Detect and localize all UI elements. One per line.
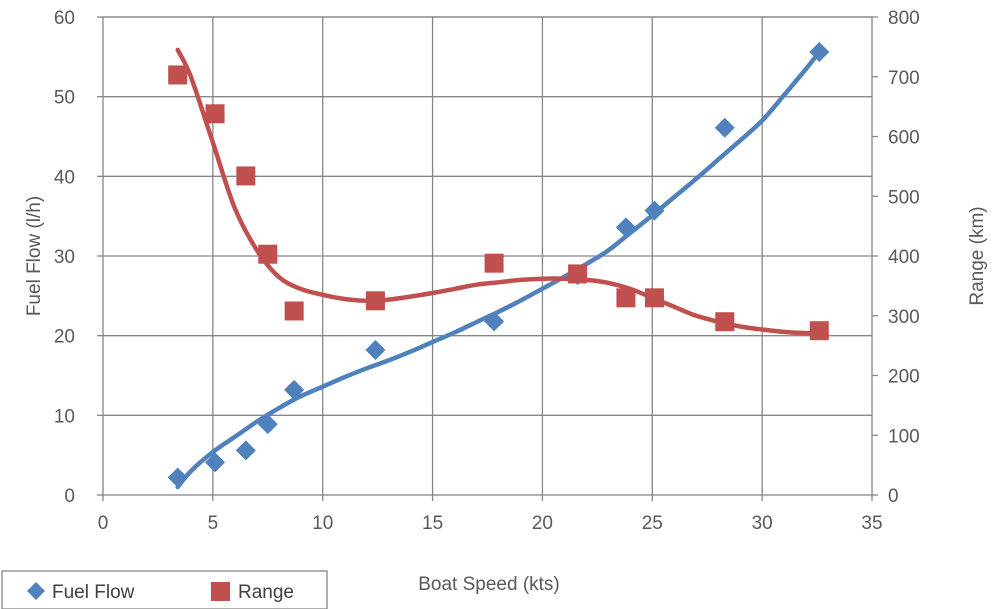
point-fuel-flow: [644, 200, 665, 221]
y-tick-label: 40: [54, 167, 75, 188]
y2-tick-label: 400: [888, 247, 920, 268]
data-markers: [167, 42, 830, 488]
point-fuel-flow: [615, 217, 636, 238]
y2-tick-label: 600: [888, 128, 920, 149]
legend-diamond-icon: [27, 582, 45, 600]
y2-tick-label: 300: [888, 307, 920, 328]
point-fuel-flow: [809, 42, 830, 63]
point-range: [715, 312, 735, 332]
trendline-fuel-flow: [175, 49, 822, 490]
x-tick-label: 30: [752, 513, 773, 534]
x-tick-label: 10: [312, 513, 333, 534]
point-range: [644, 288, 664, 308]
point-range: [236, 166, 256, 186]
y-tick-label: 20: [54, 327, 75, 348]
y2-tick-label: 200: [888, 367, 920, 388]
point-fuel-flow: [167, 467, 188, 488]
point-fuel-flow: [365, 340, 386, 361]
y2-tick-label: 800: [888, 8, 920, 29]
y-tick-label: 60: [54, 8, 75, 29]
y-tick-label: 50: [54, 88, 75, 109]
y2-axis-title: Range (km): [967, 206, 988, 305]
plot-frame: [102, 16, 873, 496]
y2-tick-label: 700: [888, 68, 920, 89]
point-fuel-flow: [284, 379, 305, 400]
point-fuel-flow: [205, 452, 226, 473]
x-tick-label: 5: [208, 513, 219, 534]
y2-tick-label: 500: [888, 187, 920, 208]
y2-tick-label: 100: [888, 426, 920, 447]
legend-item-range: Range: [211, 582, 294, 603]
legend: Fuel Flow Range: [1, 570, 328, 609]
y-axis-title: Fuel Flow (l/h): [24, 196, 45, 316]
point-range: [568, 264, 588, 284]
point-range: [168, 65, 188, 85]
point-range: [616, 288, 636, 308]
x-tick-label: 0: [98, 513, 109, 534]
tick-labels: 0 5 10 15 20 25 30 3501020304050600100200300400…: [54, 8, 920, 534]
point-range: [258, 244, 278, 264]
x-axis-title: Boat Speed (kts): [418, 574, 560, 595]
point-range: [484, 253, 504, 273]
y-tick-label: 0: [64, 486, 75, 507]
legend-square-icon: [211, 582, 230, 601]
point-range: [205, 104, 225, 124]
y-tick-label: 10: [54, 406, 75, 427]
point-range: [365, 291, 385, 311]
x-tick-label: 25: [642, 513, 663, 534]
point-fuel-flow: [484, 311, 505, 332]
y-tick-label: 30: [54, 247, 75, 268]
point-fuel-flow: [235, 440, 256, 461]
legend-label-fuel-flow: Fuel Flow: [52, 582, 135, 603]
legend-box: [1, 570, 328, 609]
x-tick-label: 35: [861, 513, 882, 534]
point-range: [284, 301, 304, 321]
point-fuel-flow: [257, 414, 278, 435]
y2-tick-label: 0: [888, 486, 899, 507]
point-fuel-flow: [714, 117, 735, 138]
legend-item-fuel-flow: Fuel Flow: [27, 582, 135, 603]
point-range: [809, 321, 829, 341]
x-tick-label: 15: [422, 513, 443, 534]
x-tick-label: 20: [532, 513, 553, 534]
legend-label-range: Range: [238, 582, 294, 603]
trendline-range: [175, 47, 822, 336]
axes: [97, 16, 878, 501]
